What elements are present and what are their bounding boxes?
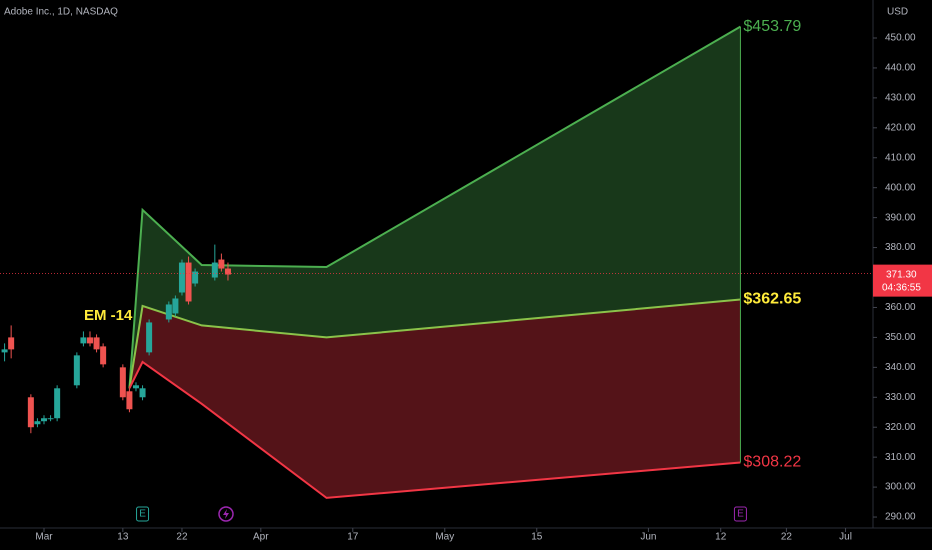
- y-tick-label: 430.00: [885, 93, 916, 104]
- x-tick-label: Jul: [839, 532, 852, 543]
- y-tick-label: 290.00: [885, 512, 916, 523]
- y-tick-label: 300.00: [885, 482, 916, 493]
- y-tick-label: 350.00: [885, 332, 916, 343]
- y-tick-label: 380.00: [885, 242, 916, 253]
- band-line: [128, 298, 741, 389]
- x-tick-label: 12: [715, 532, 727, 543]
- y-tick-label: 390.00: [885, 212, 916, 223]
- x-tick-label: Apr: [253, 532, 269, 543]
- x-tick-label: 13: [117, 532, 129, 543]
- y-tick-label: 340.00: [885, 362, 916, 373]
- x-tick-label: May: [435, 532, 454, 543]
- band-end-label: $308.22: [743, 454, 801, 471]
- candle-body: [126, 391, 133, 410]
- candle-body: [172, 298, 179, 314]
- event-box: [136, 506, 150, 522]
- candle-body: [192, 271, 199, 284]
- annotation: EM -14: [84, 307, 133, 324]
- candle-body: [34, 421, 41, 425]
- currency: USD: [887, 7, 908, 18]
- candle-body: [86, 337, 93, 344]
- candle-body: [146, 322, 153, 353]
- candle-body: [211, 262, 218, 278]
- lightning-event: [218, 506, 234, 522]
- y-tick-label: 360.00: [885, 302, 916, 313]
- countdown: 04:36:55: [882, 282, 921, 293]
- x-tick-label: 17: [347, 532, 359, 543]
- x-tick-label: 22: [176, 532, 188, 543]
- x-tick-label: Jun: [640, 532, 656, 543]
- x-tick-label: 15: [531, 532, 543, 543]
- candle-body: [218, 259, 225, 269]
- event-box: [733, 506, 747, 522]
- candle-body: [27, 397, 34, 428]
- candle-body: [178, 262, 185, 293]
- band-end-label: $453.79: [743, 18, 801, 35]
- candle-body: [139, 388, 146, 398]
- y-tick-label: 400.00: [885, 182, 916, 193]
- y-tick-label: 420.00: [885, 122, 916, 133]
- symbol-title: Adobe Inc., 1D, NASDAQ: [4, 7, 118, 18]
- y-tick-label: 330.00: [885, 392, 916, 403]
- band-line: [128, 360, 741, 499]
- candle-body: [100, 346, 107, 365]
- upper-fill: [129, 26, 741, 389]
- candle-body: [165, 304, 172, 320]
- candle-body: [54, 388, 61, 419]
- y-tick-label: 410.00: [885, 152, 916, 163]
- y-tick-label: 450.00: [885, 33, 916, 44]
- band-line: [128, 25, 741, 389]
- candle-body: [73, 355, 80, 386]
- y-tick-label: 320.00: [885, 422, 916, 433]
- candle-body: [47, 418, 54, 420]
- candle-body: [119, 367, 126, 398]
- x-tick-label: 22: [781, 532, 793, 543]
- event-label: E: [139, 509, 146, 520]
- lower-fill: [129, 299, 741, 498]
- candle-body: [93, 337, 100, 350]
- event-label: E: [737, 509, 744, 520]
- candle-body: [132, 385, 139, 389]
- last-price-box: [873, 264, 932, 297]
- candle-body: [1, 349, 8, 353]
- candle-body: [224, 268, 231, 275]
- band-end-label: $362.65: [743, 291, 801, 308]
- y-tick-label: 310.00: [885, 452, 916, 463]
- candle-body: [8, 337, 15, 350]
- last-price-label: 371.30: [886, 269, 917, 280]
- x-tick-label: Mar: [35, 532, 53, 543]
- candle-body: [80, 337, 87, 344]
- y-tick-label: 440.00: [885, 63, 916, 74]
- candle-body: [185, 262, 192, 302]
- candle-body: [41, 418, 47, 422]
